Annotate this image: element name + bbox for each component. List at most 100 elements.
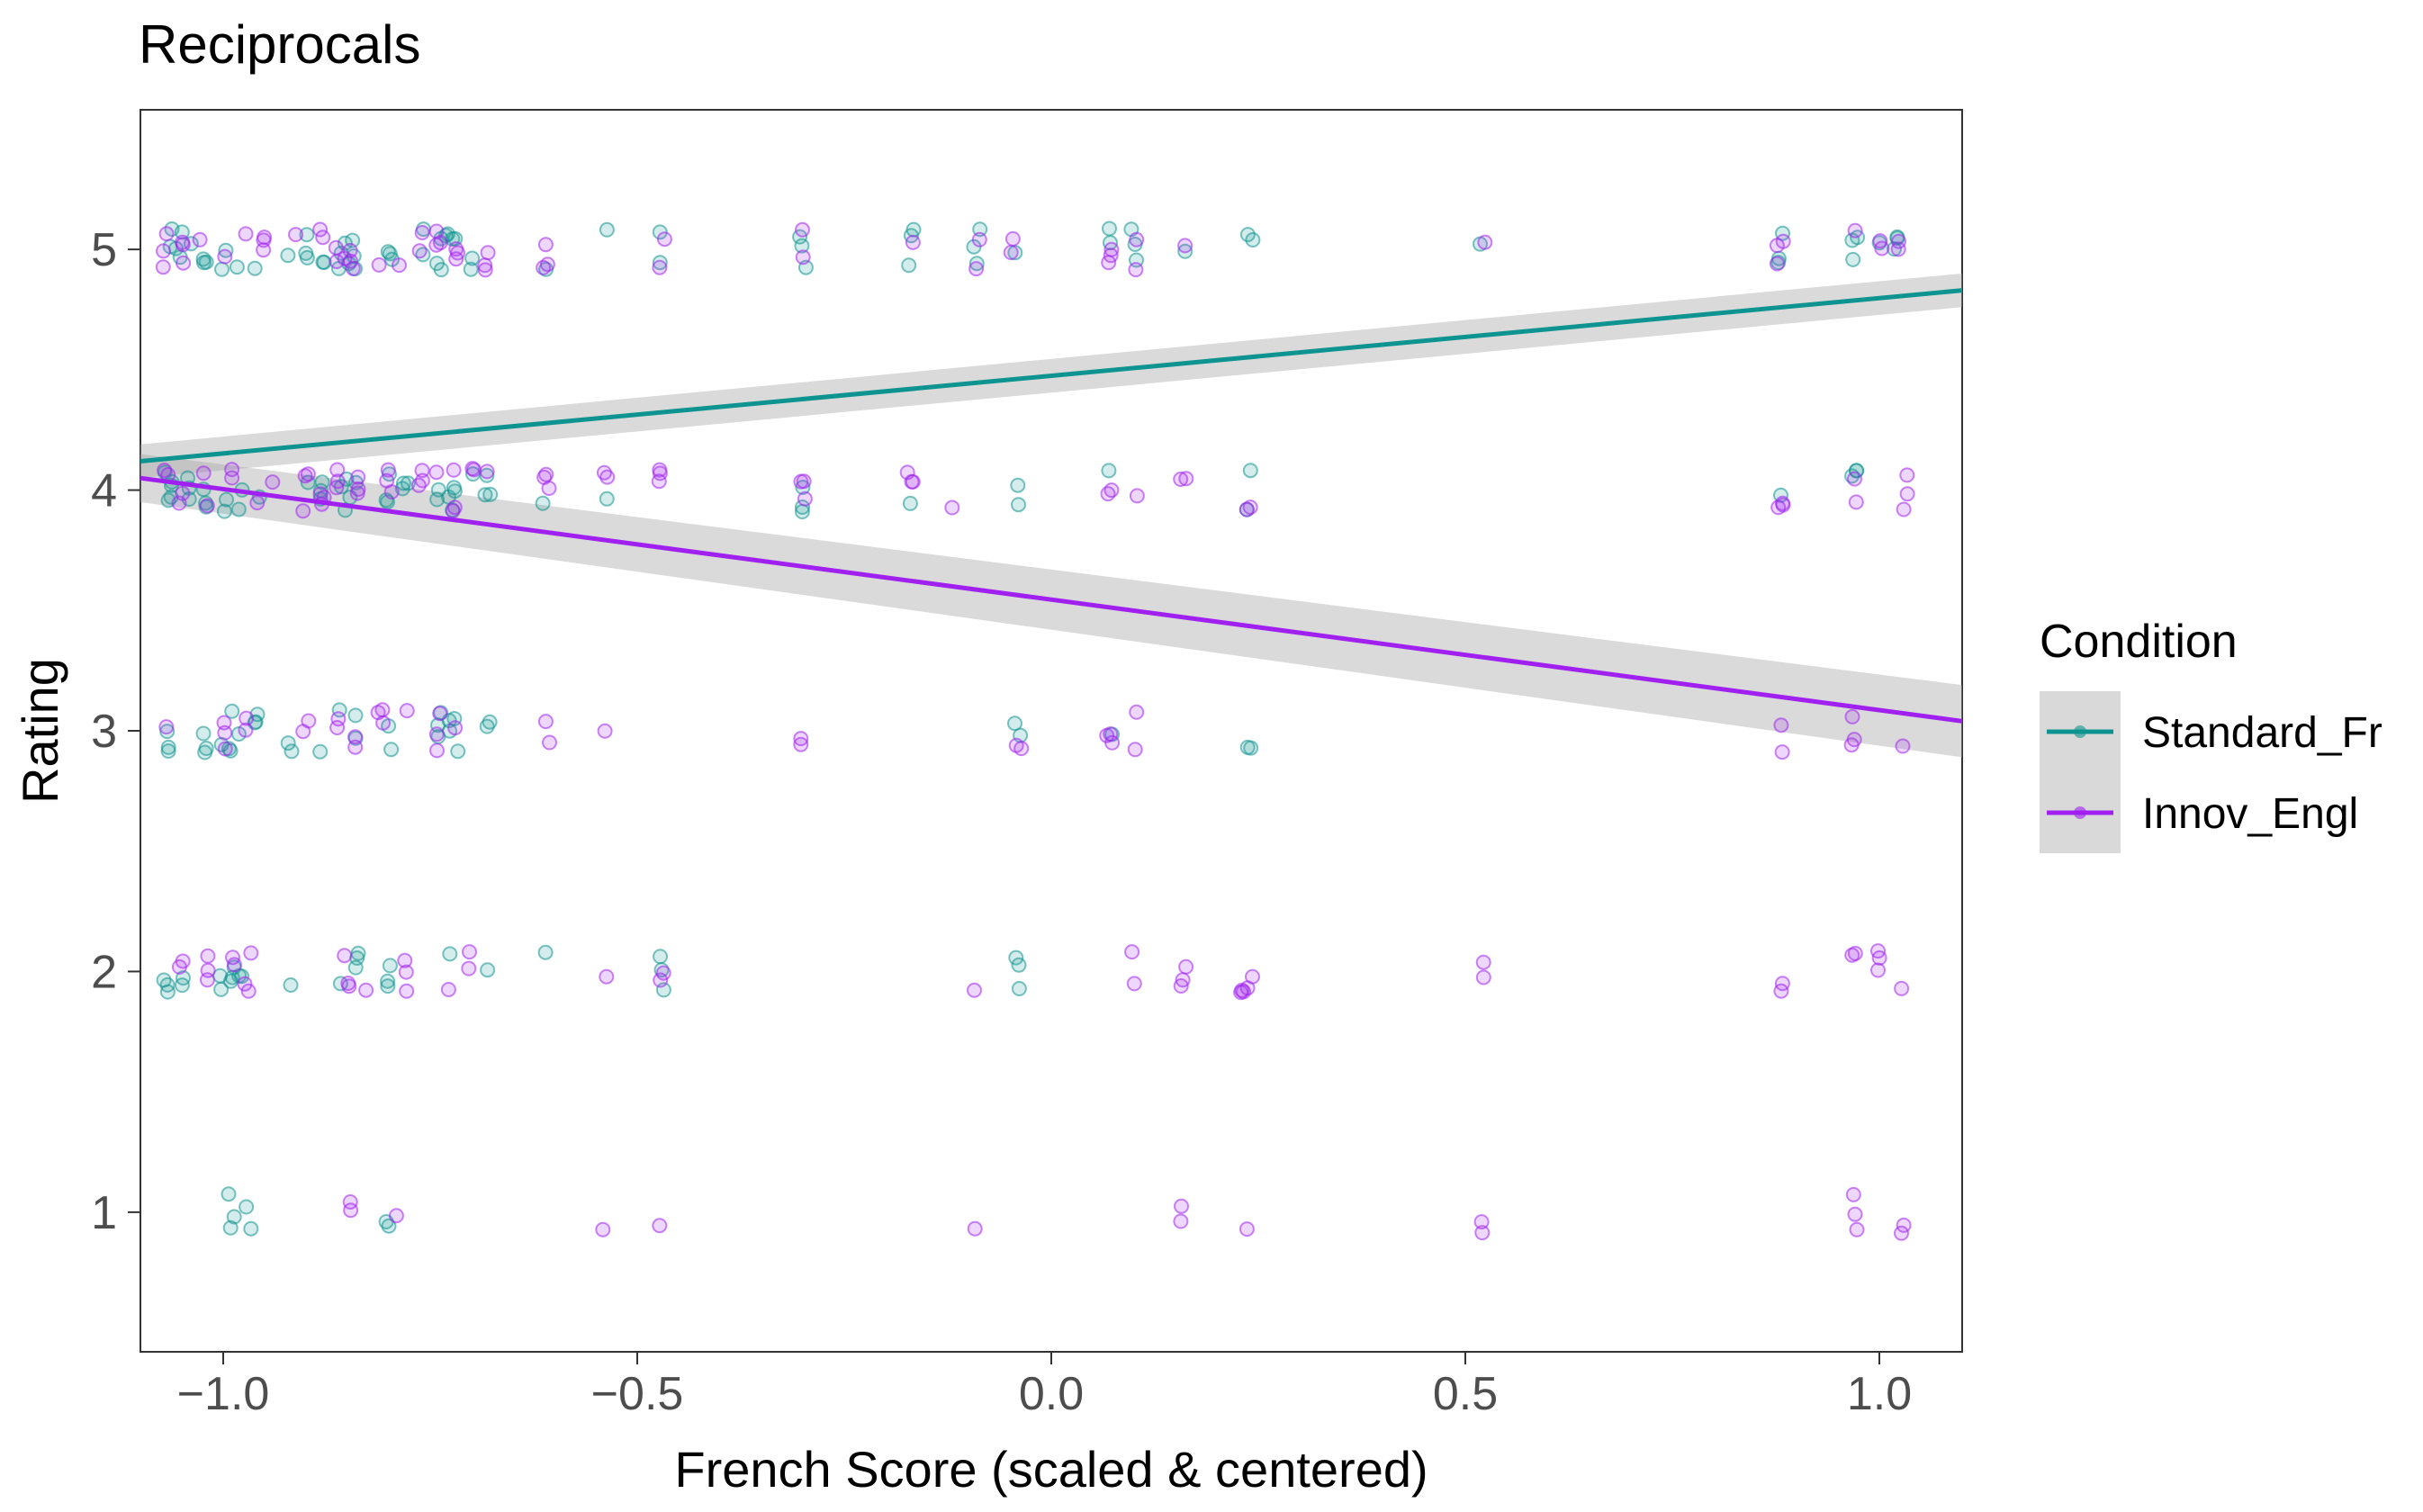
data-point bbox=[1844, 947, 1860, 963]
data-point bbox=[243, 945, 259, 961]
data-point bbox=[175, 953, 191, 969]
data-point bbox=[1896, 501, 1912, 518]
data-point bbox=[541, 481, 557, 496]
data-point bbox=[1010, 477, 1026, 493]
data-point bbox=[243, 1220, 259, 1237]
data-point bbox=[1475, 969, 1491, 986]
data-point bbox=[1124, 944, 1140, 960]
data-point bbox=[1899, 486, 1915, 502]
data-point bbox=[477, 487, 493, 503]
data-point bbox=[160, 743, 176, 759]
data-point bbox=[905, 234, 921, 250]
data-point bbox=[347, 959, 364, 976]
data-point bbox=[1239, 739, 1256, 755]
data-point bbox=[479, 464, 495, 480]
y-tick-label: 4 bbox=[91, 465, 117, 518]
data-point bbox=[450, 743, 466, 760]
data-point bbox=[537, 944, 554, 960]
data-point bbox=[247, 260, 263, 276]
data-point bbox=[221, 1186, 237, 1202]
data-points bbox=[155, 220, 1915, 1241]
data-point bbox=[1008, 950, 1024, 966]
data-point bbox=[446, 500, 463, 516]
data-point bbox=[480, 962, 496, 978]
data-point bbox=[411, 243, 428, 259]
data-point bbox=[342, 1194, 358, 1210]
data-point bbox=[280, 248, 296, 264]
data-point bbox=[1104, 734, 1121, 751]
data-point bbox=[257, 230, 273, 246]
data-point bbox=[440, 982, 456, 997]
data-point bbox=[599, 469, 616, 485]
data-point bbox=[1474, 1225, 1491, 1241]
data-point bbox=[295, 503, 311, 519]
plot-panel bbox=[140, 109, 1963, 1353]
data-point bbox=[1177, 243, 1193, 259]
data-point bbox=[904, 473, 920, 490]
data-point bbox=[1845, 1186, 1861, 1202]
data-point bbox=[428, 464, 445, 481]
data-point bbox=[226, 1209, 242, 1225]
data-point bbox=[350, 469, 366, 485]
data-point bbox=[388, 1208, 404, 1224]
data-point bbox=[428, 237, 445, 253]
data-point bbox=[414, 472, 430, 489]
data-point bbox=[380, 978, 396, 994]
data-point bbox=[1129, 488, 1145, 504]
data-point bbox=[158, 719, 175, 735]
data-point bbox=[299, 249, 315, 266]
data-point bbox=[217, 248, 233, 265]
data-point bbox=[192, 231, 208, 248]
data-point bbox=[383, 484, 400, 500]
data-point bbox=[1769, 256, 1785, 272]
data-point bbox=[1242, 463, 1258, 479]
data-point bbox=[1843, 737, 1860, 753]
data-point bbox=[537, 714, 554, 730]
data-point bbox=[1774, 976, 1790, 992]
data-point bbox=[652, 255, 668, 271]
data-point bbox=[214, 261, 230, 277]
data-point bbox=[256, 242, 272, 258]
data-point bbox=[350, 482, 366, 497]
y-axis: 1 2 3 4 5 bbox=[91, 224, 140, 1239]
data-point bbox=[1891, 233, 1906, 249]
data-point bbox=[265, 474, 281, 490]
data-point bbox=[219, 491, 234, 508]
data-point bbox=[652, 259, 668, 275]
x-tick-label: −1.0 bbox=[177, 1368, 270, 1420]
data-point bbox=[299, 227, 315, 243]
data-point bbox=[197, 744, 213, 760]
data-point bbox=[1004, 230, 1021, 247]
data-point bbox=[794, 238, 810, 254]
data-point bbox=[1894, 1225, 1909, 1241]
y-tick-label: 3 bbox=[91, 706, 117, 758]
data-point bbox=[442, 946, 458, 962]
data-point bbox=[542, 734, 557, 751]
data-point bbox=[1239, 1221, 1255, 1238]
data-point bbox=[432, 706, 448, 722]
data-point bbox=[902, 495, 918, 511]
data-point bbox=[222, 1220, 239, 1236]
data-point bbox=[464, 250, 481, 266]
data-point bbox=[383, 742, 400, 758]
data-point bbox=[1178, 471, 1194, 487]
data-point bbox=[159, 976, 176, 993]
data-point bbox=[968, 261, 985, 277]
data-point bbox=[446, 462, 462, 478]
data-point bbox=[447, 720, 464, 736]
data-point bbox=[446, 480, 462, 496]
data-point bbox=[337, 948, 353, 964]
data-point bbox=[300, 466, 316, 482]
x-axis-label: French Score (scaled & centered) bbox=[674, 1441, 1428, 1498]
fit-line-standard_fr bbox=[140, 288, 1963, 464]
data-point bbox=[238, 226, 254, 242]
data-point bbox=[358, 982, 374, 998]
data-point bbox=[230, 501, 247, 518]
data-point bbox=[280, 735, 296, 752]
legend: Condition Standard_Fr Innov_Engl bbox=[2040, 616, 2382, 853]
data-point bbox=[200, 948, 216, 964]
data-point bbox=[1845, 251, 1861, 267]
data-point bbox=[652, 462, 668, 478]
data-point bbox=[595, 1221, 611, 1238]
